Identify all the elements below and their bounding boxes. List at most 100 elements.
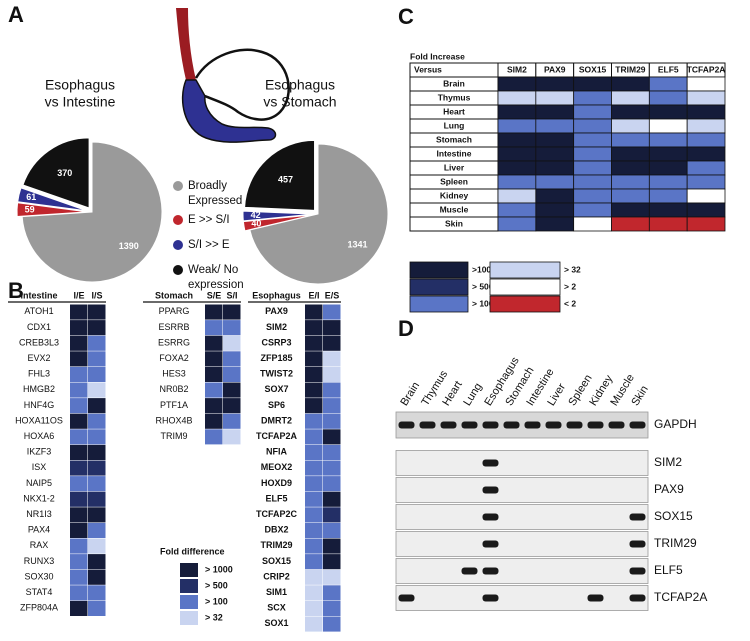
- heat-cell: [686, 90, 726, 106]
- heat-cell: [323, 398, 341, 414]
- row-header: Intestine: [437, 148, 472, 158]
- heat-cell: [88, 429, 106, 445]
- heat-cell: [305, 476, 323, 492]
- gel-strip: [395, 558, 649, 584]
- heat-cell: [323, 522, 341, 538]
- pie-value-label: 59: [25, 204, 35, 214]
- heat-cell: [323, 616, 341, 632]
- heat-cell: [70, 398, 88, 414]
- heat-cell: [305, 398, 323, 414]
- legend-label: expression: [188, 279, 244, 291]
- heat-cell: [305, 335, 323, 351]
- gene-label: ELF5: [654, 563, 683, 577]
- gene-label: SOX15: [654, 509, 693, 523]
- heat-cell: [611, 104, 650, 120]
- heat-cell: [88, 413, 106, 429]
- table-header: E/I: [308, 290, 319, 300]
- gel-band: [524, 421, 541, 429]
- heat-cell: [323, 554, 341, 570]
- heat-cell: [497, 90, 537, 106]
- heat-cell: [497, 188, 537, 204]
- gene-name: IKZF3: [27, 447, 52, 457]
- heat-cell: [648, 90, 688, 106]
- heat-cell: [88, 476, 106, 492]
- heat-cell: [686, 104, 726, 120]
- heat-cell: [88, 569, 106, 585]
- heat-cell: [323, 600, 341, 616]
- legend-label: > 32: [564, 264, 581, 274]
- gene-label: TCFAP2A: [654, 590, 707, 604]
- heat-cell: [205, 413, 223, 429]
- gene-name: SOX15: [262, 556, 291, 566]
- heat-cell: [88, 585, 106, 601]
- heat-cell: [88, 304, 106, 320]
- heat-cell: [88, 444, 106, 460]
- heat-cell: [573, 146, 612, 162]
- heat-cell: [535, 216, 575, 232]
- heat-cell: [648, 118, 688, 134]
- heat-cell: [497, 174, 537, 190]
- heat-cell: [497, 132, 537, 148]
- heat-cell: [611, 174, 650, 190]
- heat-cell: [305, 600, 323, 616]
- gene-label: SIM2: [654, 455, 682, 469]
- heat-cell: [686, 76, 726, 92]
- gene-name: NKX1-2: [23, 493, 55, 503]
- legend-label: > 100: [472, 298, 494, 308]
- heat-cell: [648, 104, 688, 120]
- heat-cell: [323, 585, 341, 601]
- heat-cell: [88, 320, 106, 336]
- gel-band: [419, 421, 436, 429]
- heat-cell: [223, 429, 241, 445]
- panel-label: C: [398, 4, 414, 29]
- gene-name: TRIM9: [161, 431, 188, 441]
- heat-cell: [497, 202, 537, 218]
- heat-cell: [573, 188, 612, 204]
- heat-cell: [88, 460, 106, 476]
- gene-name: TRIM29: [260, 540, 292, 550]
- heat-cell: [305, 366, 323, 382]
- gene-name: ESRRG: [158, 337, 190, 347]
- gel-band: [587, 594, 604, 602]
- heat-cell: [305, 554, 323, 570]
- row-header: Lung: [444, 120, 465, 130]
- heat-cell: [305, 320, 323, 336]
- heat-cell: [648, 132, 688, 148]
- column-header: PAX9: [544, 64, 566, 74]
- heat-cell: [323, 413, 341, 429]
- gel-strip: [395, 450, 649, 476]
- heat-cell: [70, 522, 88, 538]
- heat-cell: [573, 202, 612, 218]
- column-header: SIM2: [507, 64, 527, 74]
- esophagus-shape: [176, 8, 196, 80]
- heat-cell: [70, 491, 88, 507]
- legend-label: > 1000: [205, 564, 233, 574]
- gene-name: TCFAP2A: [256, 431, 298, 441]
- gel-band: [482, 594, 499, 602]
- lane-label: Lung: [461, 381, 484, 408]
- gel-band: [629, 421, 646, 429]
- heat-cell: [305, 616, 323, 632]
- legend-swatch: [409, 261, 469, 279]
- heat-cell: [223, 398, 241, 414]
- heat-cell: [88, 522, 106, 538]
- heat-cell: [70, 335, 88, 351]
- gel-strip: [395, 411, 649, 439]
- heat-cell: [88, 554, 106, 570]
- gel-band: [482, 567, 499, 575]
- legend-label: Broadly: [188, 180, 227, 192]
- panel-label: D: [398, 316, 414, 341]
- gel-band: [503, 421, 520, 429]
- table-header: E/S: [325, 290, 340, 300]
- heat-cell: [70, 351, 88, 367]
- gene-name: HMGB2: [23, 384, 55, 394]
- heat-cell: [497, 160, 537, 176]
- heat-cell: [323, 569, 341, 585]
- legend-label: > 500: [472, 281, 494, 291]
- heat-cell: [305, 429, 323, 445]
- stomach-illustration: [176, 8, 290, 143]
- heat-cell: [611, 216, 650, 232]
- legend-swatch: [409, 278, 469, 296]
- gene-label: TRIM29: [654, 536, 697, 550]
- gel-strip: [395, 504, 649, 530]
